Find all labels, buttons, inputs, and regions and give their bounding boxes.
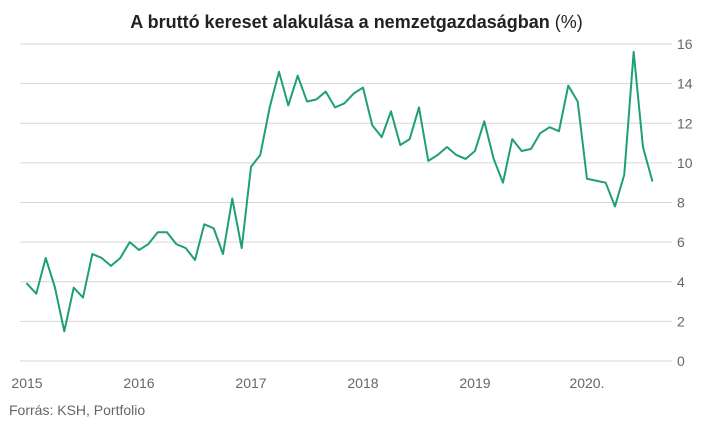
y-tick-label: 10 [677, 155, 693, 171]
x-tick-label: 2016 [123, 375, 154, 391]
x-tick-label: 2015 [11, 375, 42, 391]
y-tick-label: 4 [677, 274, 685, 290]
gridlines [20, 43, 672, 362]
x-tick-label: 2019 [459, 375, 490, 391]
chart-title-unit: (%) [554, 12, 583, 32]
x-tick-label: 2020. [569, 375, 604, 391]
y-tick-label: 2 [677, 313, 685, 329]
y-tick-label: 6 [677, 234, 685, 250]
chart-title: A bruttó kereset alakulása a nemzetgazda… [0, 12, 713, 33]
series-layer [26, 50, 654, 333]
source-note: Forrás: KSH, Portfolio [9, 402, 146, 418]
x-tick-label: 2018 [347, 375, 378, 391]
y-tick-label: 0 [677, 353, 685, 369]
chart-title-text: A bruttó kereset alakulása a nemzetgazda… [130, 12, 550, 32]
y-axis-ticks: 0 2 4 6 8 10 12 14 16 [677, 36, 693, 369]
x-tick-label: 2017 [235, 375, 266, 391]
y-tick-label: 14 [677, 76, 693, 92]
y-tick-label: 12 [677, 115, 693, 131]
series-line [26, 50, 654, 333]
y-tick-label: 8 [677, 195, 685, 211]
x-axis-ticks: 2015 2016 2017 2018 2019 2020. [11, 375, 604, 391]
y-tick-label: 16 [677, 36, 693, 52]
